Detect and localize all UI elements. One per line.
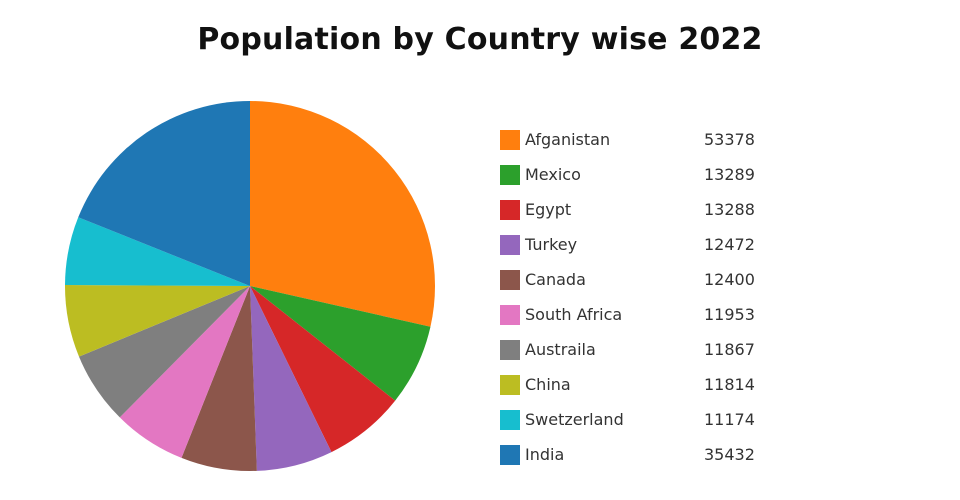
legend-swatch xyxy=(500,305,520,325)
legend-item-austraila: Austraila 11867 xyxy=(500,340,760,375)
pie-slice-south-africa xyxy=(119,286,250,458)
legend-item-turkey: Turkey 12472 xyxy=(500,235,760,270)
legend-swatch xyxy=(500,165,520,185)
legend-label: Mexico xyxy=(525,165,581,184)
legend-item-mexico: Mexico 13289 xyxy=(500,165,760,200)
pie-chart xyxy=(64,101,436,471)
legend-label: Austraila xyxy=(525,340,596,359)
legend-swatch xyxy=(500,410,520,430)
legend-item-india: India 35432 xyxy=(500,445,760,480)
legend-label: China xyxy=(525,375,571,394)
pie-slice-swetzerland xyxy=(65,217,250,286)
legend-value: 12472 xyxy=(704,235,755,254)
legend-value: 12400 xyxy=(704,270,755,289)
legend-label: India xyxy=(525,445,565,464)
legend-swatch xyxy=(500,445,520,465)
legend-value: 13289 xyxy=(704,165,755,184)
legend-value: 11174 xyxy=(704,410,755,429)
chart-title: Population by Country wise 2022 xyxy=(197,22,763,57)
legend-swatch xyxy=(500,235,520,255)
legend-value: 53378 xyxy=(704,130,755,149)
legend-item-egypt: Egypt 13288 xyxy=(500,200,760,235)
pie-slice-egypt xyxy=(250,286,396,453)
legend-item-china: China 11814 xyxy=(500,375,760,410)
legend-swatch xyxy=(500,340,520,360)
legend-value: 35432 xyxy=(704,445,755,464)
legend-value: 11953 xyxy=(704,305,755,324)
legend-value: 11814 xyxy=(704,375,755,394)
legend-label: Turkey xyxy=(525,235,578,254)
legend-item-canada: Canada 12400 xyxy=(500,270,760,305)
pie-slice-afganistan xyxy=(250,101,436,327)
legend-label: Egypt xyxy=(525,200,572,219)
pie-slice-austraila xyxy=(78,286,251,418)
legend-swatch xyxy=(500,270,520,290)
legend-value: 11867 xyxy=(704,340,755,359)
pie-slice-china xyxy=(64,285,250,357)
legend-item-swetzerland: Swetzerland 11174 xyxy=(500,410,760,445)
legend-label: Swetzerland xyxy=(525,410,624,429)
pie-slice-india xyxy=(78,101,250,286)
legend-item-south-africa: South Africa 11953 xyxy=(500,305,760,340)
legend-swatch xyxy=(500,200,520,220)
legend-swatch xyxy=(500,130,520,150)
legend: Afganistan 53378 Mexico 13289 Egypt 13288 Turk… xyxy=(500,130,760,480)
pie-slice-turkey xyxy=(250,286,332,471)
pie-slice-canada xyxy=(181,286,257,471)
pie-slice-mexico xyxy=(250,286,431,401)
legend-value: 13288 xyxy=(704,200,755,219)
legend-swatch xyxy=(500,375,520,395)
legend-label: Afganistan xyxy=(525,130,611,149)
legend-label: South Africa xyxy=(525,305,623,324)
legend-label: Canada xyxy=(525,270,586,289)
legend-item-afganistan: Afganistan 53378 xyxy=(500,130,760,165)
